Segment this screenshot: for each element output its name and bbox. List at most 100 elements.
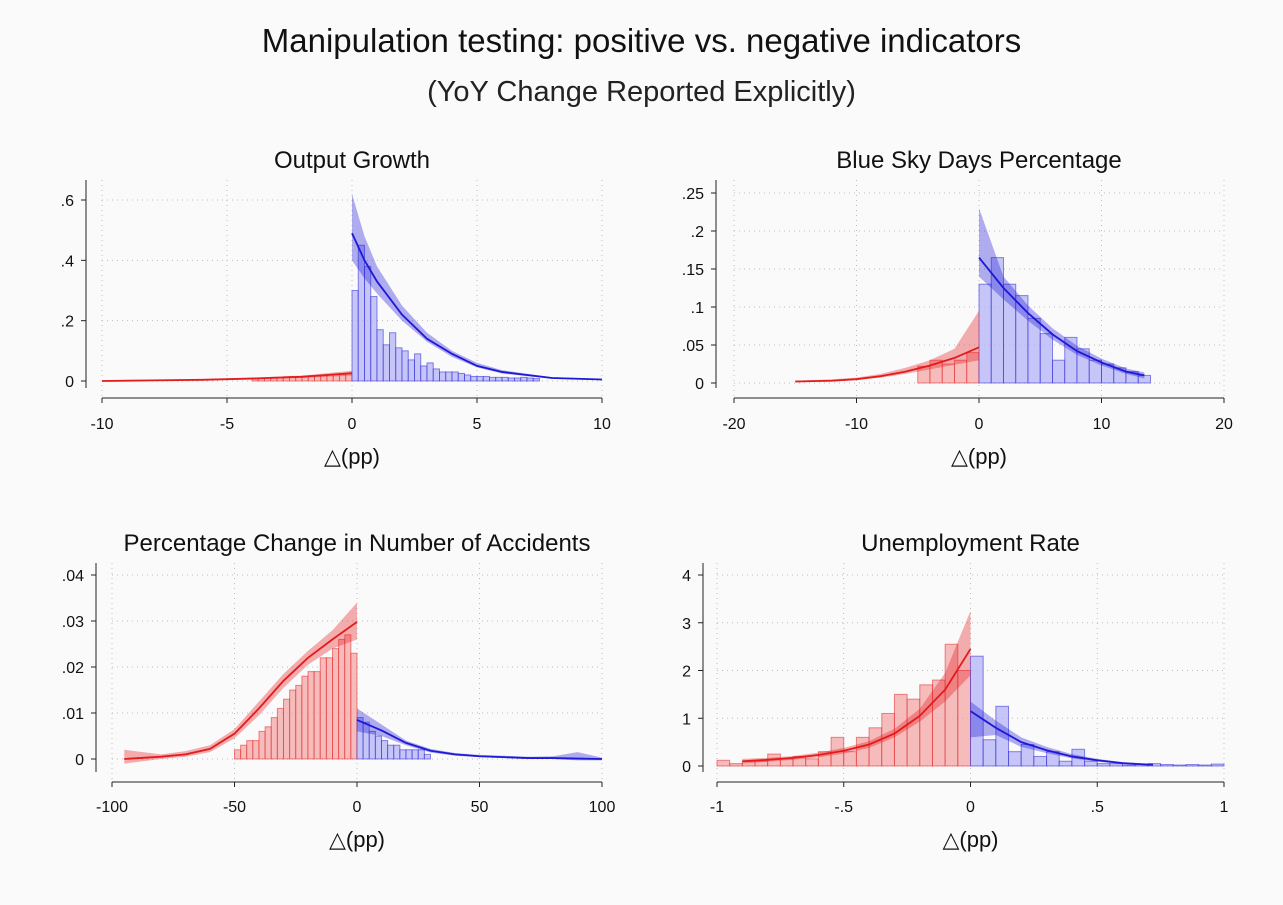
positive-bar bbox=[389, 332, 397, 382]
positive-bar bbox=[417, 749, 425, 760]
positive-fit-line bbox=[351, 232, 603, 381]
positive-bar bbox=[1084, 760, 1098, 767]
panel-2: Blue Sky Days Percentage 0 .05 .1 .15 .2 .25 -2… bbox=[682, 147, 1233, 469]
panel-title: Percentage Change in Number of Accidents bbox=[124, 530, 591, 557]
negative-bar bbox=[906, 698, 921, 767]
y-tick-label: .05 bbox=[682, 338, 704, 355]
negative-bar bbox=[270, 717, 278, 760]
negative-confidence-band bbox=[124, 602, 357, 764]
panel-title: Unemployment Rate bbox=[861, 530, 1080, 557]
y-tick-label: .2 bbox=[691, 224, 704, 241]
y-tick-label: .02 bbox=[62, 660, 84, 677]
positive-bar bbox=[439, 371, 447, 382]
x-axis-title: △(pp) bbox=[329, 827, 385, 852]
positive-bar bbox=[387, 744, 395, 760]
x-tick-label: 1 bbox=[1220, 799, 1229, 816]
positive-confidence-band bbox=[979, 208, 1145, 379]
negative-bar bbox=[258, 730, 266, 760]
x-tick-label: .5 bbox=[1091, 799, 1104, 816]
x-tick-label: 50 bbox=[471, 799, 489, 816]
positive-fit-line bbox=[356, 719, 603, 760]
positive-bar bbox=[451, 371, 459, 382]
positive-bar bbox=[970, 655, 984, 767]
positive-bar bbox=[381, 740, 389, 760]
negative-bar bbox=[332, 648, 340, 760]
x-tick-label: 10 bbox=[593, 416, 611, 433]
y-tick-label: 0 bbox=[75, 752, 84, 769]
positive-bar bbox=[414, 353, 422, 382]
positive-bar bbox=[1122, 764, 1136, 767]
x-tick-label: -50 bbox=[223, 799, 246, 816]
negative-bar bbox=[313, 671, 321, 760]
positive-bar bbox=[1008, 751, 1022, 767]
positive-bar bbox=[1052, 359, 1066, 384]
positive-bar bbox=[1198, 764, 1212, 767]
positive-bar bbox=[489, 376, 497, 382]
positive-fit-line bbox=[970, 710, 1154, 766]
negative-fit-line bbox=[124, 621, 358, 760]
positive-bar bbox=[399, 749, 407, 760]
positive-bar bbox=[1160, 764, 1174, 767]
negative-bar bbox=[338, 638, 346, 760]
positive-bar bbox=[520, 376, 528, 382]
x-tick-label: 5 bbox=[473, 416, 482, 433]
y-tick-label: 0 bbox=[682, 759, 691, 776]
panel-3: Percentage Change in Number of Accidents… bbox=[62, 530, 616, 852]
positive-bar bbox=[464, 374, 472, 382]
positive-bar bbox=[1172, 764, 1187, 767]
positive-bar bbox=[514, 377, 522, 382]
positive-bar bbox=[978, 283, 992, 384]
positive-bar bbox=[476, 375, 484, 382]
positive-bar bbox=[470, 375, 478, 382]
positive-fit-line bbox=[978, 257, 1145, 377]
positive-bar bbox=[532, 378, 540, 382]
positive-bar bbox=[393, 744, 401, 760]
positive-bar bbox=[401, 350, 409, 382]
negative-bar bbox=[805, 758, 819, 767]
x-tick-label: 0 bbox=[975, 416, 984, 433]
x-tick-label: 20 bbox=[1215, 416, 1233, 433]
y-tick-label: .04 bbox=[62, 568, 84, 585]
chart-title: Manipulation testing: positive vs. negat… bbox=[261, 22, 1022, 59]
y-tick-label: .1 bbox=[691, 300, 704, 317]
positive-bar bbox=[445, 371, 453, 382]
positive-bar bbox=[1210, 763, 1225, 767]
positive-bar bbox=[432, 368, 440, 382]
negative-bar bbox=[276, 707, 284, 760]
positive-bar bbox=[501, 376, 509, 382]
positive-bar bbox=[982, 739, 997, 767]
positive-bar bbox=[1109, 763, 1124, 767]
positive-bar bbox=[370, 296, 378, 382]
y-tick-label: 0 bbox=[65, 374, 74, 391]
positive-bar bbox=[507, 377, 515, 382]
negative-bar bbox=[240, 744, 248, 760]
panel-title: Blue Sky Days Percentage bbox=[836, 147, 1121, 174]
positive-bar bbox=[405, 749, 413, 760]
y-tick-label: .4 bbox=[61, 253, 74, 270]
y-tick-label: .01 bbox=[62, 706, 84, 723]
y-tick-label: 1 bbox=[682, 711, 691, 728]
x-axis-title: △(pp) bbox=[324, 444, 380, 469]
x-tick-label: 0 bbox=[348, 416, 357, 433]
x-tick-label: -10 bbox=[845, 416, 868, 433]
positive-bar bbox=[995, 705, 1010, 767]
positive-bar bbox=[411, 749, 419, 760]
x-tick-label: -10 bbox=[90, 416, 113, 433]
negative-fit-line bbox=[742, 648, 972, 763]
x-tick-label: -5 bbox=[220, 416, 234, 433]
panel-title: Output Growth bbox=[274, 147, 430, 174]
positive-bar bbox=[1033, 755, 1048, 767]
positive-bar bbox=[495, 376, 503, 382]
panel-4: Unemployment Rate 0 1 2 3 4 -1 -.5 0 .5 1 △(pp) bbox=[682, 530, 1228, 852]
negative-bar bbox=[855, 736, 870, 767]
positive-bar bbox=[426, 362, 434, 382]
x-tick-label: -100 bbox=[96, 799, 128, 816]
negative-bar bbox=[301, 675, 309, 760]
positive-bar bbox=[423, 753, 431, 760]
x-tick-label: 100 bbox=[589, 799, 616, 816]
x-tick-label: 0 bbox=[966, 799, 975, 816]
negative-bar bbox=[843, 751, 857, 767]
positive-bar bbox=[407, 359, 415, 382]
positive-bar bbox=[351, 290, 359, 382]
negative-bar bbox=[344, 634, 352, 760]
